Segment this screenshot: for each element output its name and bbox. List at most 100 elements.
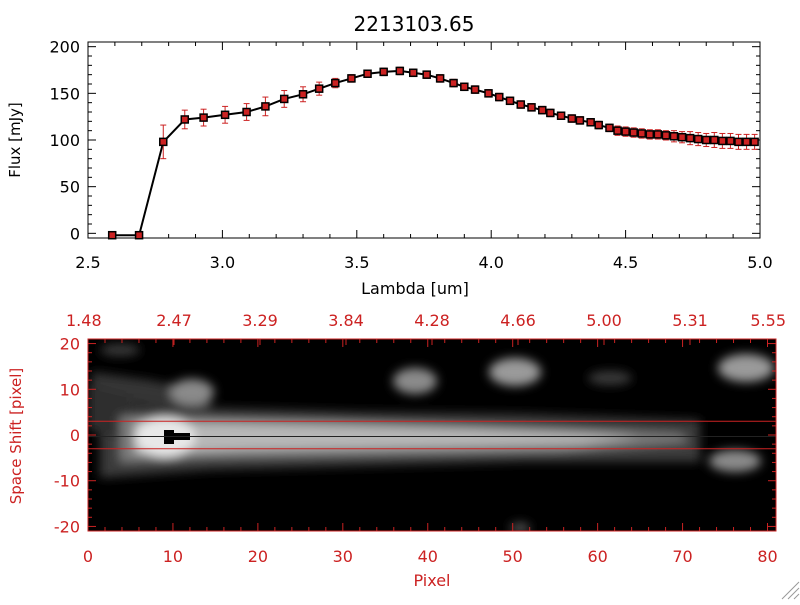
data-point	[726, 136, 735, 146]
data-point	[331, 78, 340, 88]
image-y-tick-label: 0	[70, 426, 80, 445]
data-point	[495, 92, 504, 102]
flux-x-tick-label: 4.0	[478, 253, 503, 272]
image-x-tick-label: 60	[587, 547, 607, 566]
flux-y-tick-label: 50	[60, 178, 80, 197]
data-point	[298, 90, 308, 99]
image-y-axis-label: Space Shift [pixel]	[7, 368, 25, 505]
wavelength-tick-label: 4.28	[414, 311, 450, 330]
image-x-tick-label: 50	[503, 547, 523, 566]
resize-grip-icon[interactable]	[781, 581, 800, 600]
data-point	[567, 114, 577, 123]
data-point	[159, 137, 168, 147]
data-point	[435, 74, 445, 83]
image-x-axis-label: Pixel	[413, 571, 450, 590]
data-point	[516, 100, 526, 109]
data-point	[661, 131, 671, 140]
data-point	[220, 110, 230, 120]
data-point	[734, 137, 743, 147]
flux-y-tick-label: 0	[70, 224, 80, 243]
flux-y-tick-label: 150	[49, 84, 80, 103]
flux-series	[107, 66, 759, 240]
data-point	[575, 116, 585, 125]
data-point	[422, 70, 431, 79]
wavelength-tick-label: 1.48	[66, 311, 102, 330]
image-x-tick-label: 0	[83, 547, 93, 566]
image-x-tick-label: 70	[672, 547, 692, 566]
flux-x-tick-label: 5.0	[747, 253, 772, 272]
data-point	[379, 67, 388, 77]
aperture-lines	[88, 420, 776, 450]
data-point	[527, 103, 536, 112]
flux-x-axis-label: Lambda [um]	[361, 279, 469, 298]
image-x-tick-label: 20	[248, 547, 268, 566]
data-point	[677, 132, 687, 142]
data-point	[750, 137, 759, 147]
flux-x-tick-label: 3.5	[344, 253, 369, 272]
data-point	[629, 128, 638, 137]
data-point	[261, 102, 270, 111]
image-y-tick-label: 20	[60, 335, 80, 354]
spectrum-image	[88, 344, 774, 531]
data-point	[637, 129, 646, 138]
data-point	[718, 136, 727, 146]
data-point	[538, 105, 547, 115]
flux-x-tick-label: 4.5	[613, 253, 638, 272]
data-point	[395, 66, 405, 76]
data-point	[460, 82, 469, 92]
chart-title: 2213103.65	[354, 12, 475, 36]
flux-y-axis-label: Flux [mJy]	[6, 102, 24, 178]
image-y-tick-label: 10	[60, 380, 80, 399]
data-point	[621, 127, 630, 136]
data-point	[363, 69, 372, 78]
data-point	[134, 230, 144, 240]
wavelength-tick-label: 5.00	[586, 311, 622, 330]
data-point	[556, 111, 566, 120]
data-point	[242, 107, 251, 117]
data-point	[605, 123, 614, 133]
wavelength-tick-label: 3.84	[328, 311, 364, 330]
data-point	[693, 134, 703, 144]
data-point	[449, 78, 458, 88]
data-point	[347, 74, 356, 83]
flux-y-tick-label: 100	[49, 131, 80, 150]
image-y-tick-label: -10	[54, 472, 80, 491]
data-point	[505, 96, 515, 106]
data-point	[484, 89, 493, 98]
data-point	[645, 130, 655, 139]
data-point	[586, 118, 595, 127]
image-x-tick-label: 10	[163, 547, 183, 566]
data-point	[408, 68, 418, 78]
image-y-tick-label: -20	[54, 517, 80, 536]
data-point	[107, 230, 117, 240]
image-x-tick-label: 40	[418, 547, 438, 566]
data-point	[742, 137, 751, 147]
data-point	[470, 85, 480, 94]
data-point	[613, 126, 622, 135]
wavelength-tick-label: 4.66	[500, 311, 536, 330]
data-point	[594, 120, 603, 130]
data-point	[279, 94, 289, 104]
data-point	[546, 108, 555, 118]
data-point	[314, 84, 324, 93]
flux-plot-axes: 2.5 3.0 3.5 4.0 4.5 5.0 0 50 100 150 200	[49, 38, 772, 272]
data-point	[685, 133, 695, 143]
data-point	[701, 135, 711, 145]
flux-x-tick-label: 3.0	[210, 253, 235, 272]
data-point	[180, 115, 190, 124]
data-point	[199, 113, 208, 122]
wavelength-tick-label: 5.31	[672, 311, 708, 330]
data-point	[710, 135, 719, 145]
flux-line	[112, 69, 755, 237]
flux-y-tick-label: 200	[49, 38, 80, 57]
data-point	[669, 132, 679, 141]
image-x-tick-label: 30	[333, 547, 353, 566]
data-point	[653, 130, 663, 139]
image-x-tick-label: 80	[757, 547, 777, 566]
flux-x-tick-label: 2.5	[75, 253, 100, 272]
image-plot-axes: 0 10 20 30 40 50 60 70 80 -20 -10 0 10 20 1.48 2.47 3.29…	[54, 311, 786, 566]
wavelength-tick-label: 3.29	[242, 311, 278, 330]
wavelength-tick-label: 5.55	[750, 311, 786, 330]
